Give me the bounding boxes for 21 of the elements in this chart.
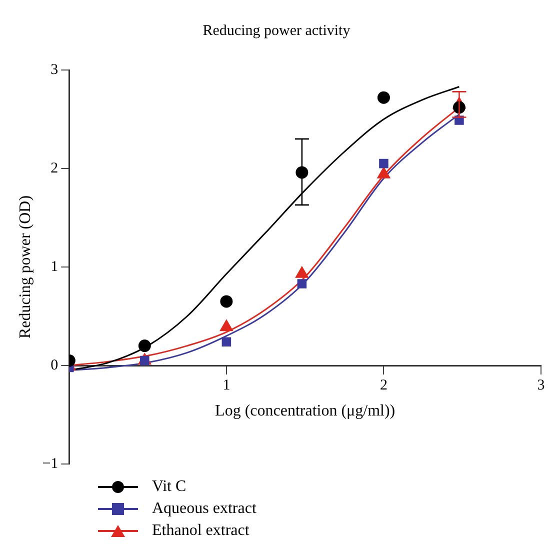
point xyxy=(138,340,151,352)
point xyxy=(297,279,307,288)
y-tick-label: 0 xyxy=(50,357,58,374)
x-tick-label: 1 xyxy=(222,377,230,394)
legend-label: Vit C xyxy=(152,478,186,496)
legend-label: Ethanol extract xyxy=(152,522,250,540)
point xyxy=(222,337,232,346)
y-axis-title: Reducing power (OD) xyxy=(16,195,34,339)
y-tick-label: 1 xyxy=(50,258,58,275)
y-tick-label: 2 xyxy=(50,160,58,176)
x-tick-label: 3 xyxy=(537,377,545,394)
x-tick-label: 2 xyxy=(380,377,388,394)
legend-label: Aqueous extract xyxy=(152,500,256,518)
point xyxy=(296,166,308,179)
point xyxy=(379,158,388,168)
y-tick-label: −1 xyxy=(42,456,58,472)
x-axis-title: Log (concentration (μg/ml)) xyxy=(215,402,396,420)
y-tick-label: 3 xyxy=(50,62,58,78)
point xyxy=(220,295,233,308)
chart-title: Reducing power activity xyxy=(202,22,351,39)
point xyxy=(377,91,390,104)
